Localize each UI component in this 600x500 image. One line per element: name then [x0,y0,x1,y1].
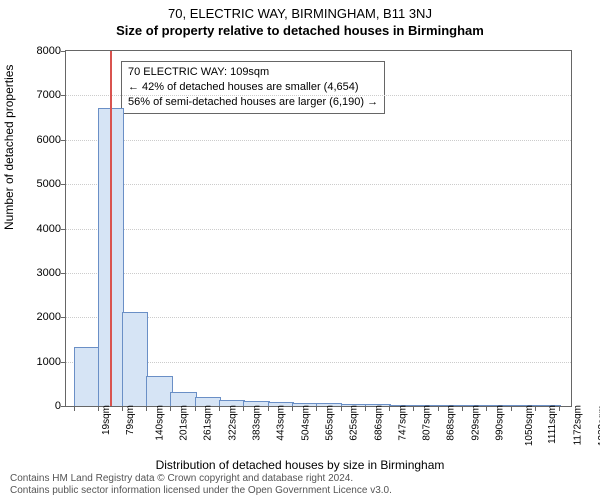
x-tick-label: 686sqm [373,405,384,441]
x-tick-mark [413,406,414,411]
x-tick-label: 261sqm [203,405,214,441]
x-tick-label: 504sqm [300,405,311,441]
x-tick-mark [122,406,123,411]
x-tick-mark [74,406,75,411]
x-tick-label: 625sqm [349,405,360,441]
property-callout: 70 ELECTRIC WAY: 109sqm ← 42% of detache… [121,61,385,114]
x-tick-mark [146,406,147,411]
y-axis-label: Number of detached properties [2,65,16,230]
x-tick-label: 807sqm [422,405,433,441]
y-tick-mark [61,317,66,318]
x-tick-label: 565sqm [325,405,336,441]
x-tick-label: 747sqm [397,405,408,441]
x-tick-mark [341,406,342,411]
x-tick-mark [559,406,560,411]
y-tick-mark [61,95,66,96]
property-marker-line [110,51,112,406]
x-tick-mark [535,406,536,411]
gridline [66,229,571,230]
x-tick-label: 990sqm [495,405,506,441]
histogram-bar [74,347,100,406]
y-tick-mark [61,51,66,52]
gridline [66,95,571,96]
histogram-bar [122,312,148,406]
y-tick-label: 5000 [21,178,61,190]
y-tick-mark [61,184,66,185]
y-tick-mark [61,229,66,230]
histogram-bar [170,392,196,406]
attribution-footer: Contains HM Land Registry data © Crown c… [10,473,392,497]
x-tick-label: 1050sqm [524,405,535,446]
x-tick-label: 140sqm [155,405,166,441]
y-tick-label: 0 [21,400,61,412]
x-tick-label: 443sqm [276,405,287,441]
x-tick-mark [389,406,390,411]
x-tick-label: 19sqm [101,405,112,435]
chart-container: 70, ELECTRIC WAY, BIRMINGHAM, B11 3NJ Si… [0,0,600,500]
y-tick-label: 1000 [21,356,61,368]
y-tick-label: 3000 [21,267,61,279]
x-tick-mark [243,406,244,411]
gridline [66,140,571,141]
x-axis-label: Distribution of detached houses by size … [0,458,600,472]
x-tick-label: 201sqm [179,405,190,441]
x-tick-label: 79sqm [125,405,136,435]
x-tick-label: 1172sqm [572,405,583,445]
y-tick-label: 4000 [21,223,61,235]
x-tick-mark [462,406,463,411]
x-tick-mark [486,406,487,411]
x-tick-label: 929sqm [470,405,481,441]
x-tick-mark [292,406,293,411]
callout-line3: 56% of semi-detached houses are larger (… [128,95,378,110]
x-tick-mark [170,406,171,411]
title-subtitle: Size of property relative to detached ho… [0,21,600,38]
x-tick-mark [511,406,512,411]
x-tick-mark [438,406,439,411]
x-tick-label: 322sqm [227,405,238,441]
callout-line1: 70 ELECTRIC WAY: 109sqm [128,65,378,80]
callout-line2: ← 42% of detached houses are smaller (4,… [128,80,378,95]
x-tick-mark [195,406,196,411]
gridline [66,273,571,274]
y-tick-label: 6000 [21,134,61,146]
x-tick-label: 868sqm [446,405,457,441]
histogram-bar [146,376,172,406]
gridline [66,184,571,185]
x-tick-mark [98,406,99,411]
y-tick-mark [61,140,66,141]
x-tick-label: 1111sqm [546,405,557,444]
x-tick-label: 383sqm [252,405,263,441]
x-tick-mark [365,406,366,411]
footer-line1: Contains HM Land Registry data © Crown c… [10,473,392,485]
footer-line2: Contains public sector information licen… [10,485,392,497]
plot-area: 70 ELECTRIC WAY: 109sqm ← 42% of detache… [65,50,572,407]
x-tick-mark [268,406,269,411]
y-tick-label: 8000 [21,45,61,57]
title-address: 70, ELECTRIC WAY, BIRMINGHAM, B11 3NJ [0,0,600,21]
y-tick-mark [61,406,66,407]
x-tick-mark [219,406,220,411]
y-tick-label: 7000 [21,89,61,101]
y-tick-mark [61,273,66,274]
x-tick-mark [316,406,317,411]
y-tick-mark [61,362,66,363]
y-tick-label: 2000 [21,311,61,323]
